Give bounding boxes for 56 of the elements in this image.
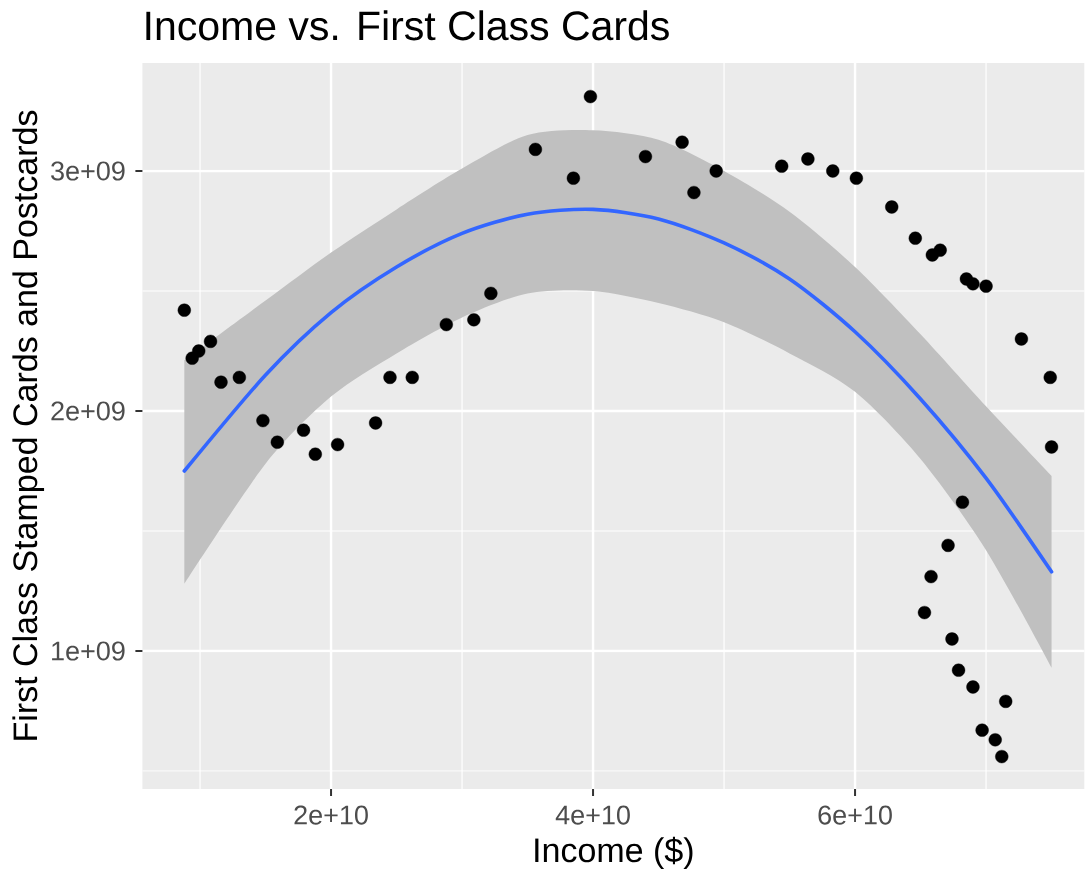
point [924,569,938,584]
point [775,159,789,173]
point [885,200,899,214]
point [975,723,989,737]
point [709,164,723,178]
point [467,313,481,327]
point [203,334,218,348]
y-tick-label: 2e+09 [51,401,125,421]
point [383,370,397,384]
point [955,495,970,509]
point [528,142,543,156]
point [933,243,947,257]
line-series [182,207,1054,574]
point [1043,370,1057,384]
point [232,370,246,384]
point [966,277,980,291]
y-tick-label: 1e+09 [52,641,125,661]
point [214,375,228,389]
point [966,680,980,694]
chart-title: Income vs. First Class Cards [146,10,669,41]
x-axis-title: Income ($) [535,836,693,870]
point [484,286,498,300]
point [945,632,959,646]
point [439,317,453,332]
point [826,164,840,178]
x-tick-label: 6e+10 [818,805,892,825]
point [368,416,383,430]
point [331,437,345,452]
point [192,344,206,358]
point [566,171,580,185]
point [296,423,311,437]
y-tick-label: 3e+09 [51,161,125,181]
point [583,89,598,104]
point [270,435,284,449]
point [999,694,1013,708]
point [849,171,863,185]
point [941,538,955,552]
point [687,185,701,200]
point [405,370,419,384]
point [1014,332,1029,346]
point [1044,440,1059,454]
point [675,135,689,149]
point [988,733,1002,747]
x-tick-label: 4e+10 [555,805,630,825]
point [256,413,270,428]
point [979,279,993,293]
point [638,149,653,164]
y-axis-title: First Class Stamped Cards and Postcards [12,110,45,740]
point [951,663,966,677]
point [917,605,932,620]
point [995,749,1009,764]
x-tick-label: 2e+10 [294,805,368,825]
point [908,231,922,245]
point [308,447,322,461]
point [177,303,191,317]
point [801,152,815,166]
